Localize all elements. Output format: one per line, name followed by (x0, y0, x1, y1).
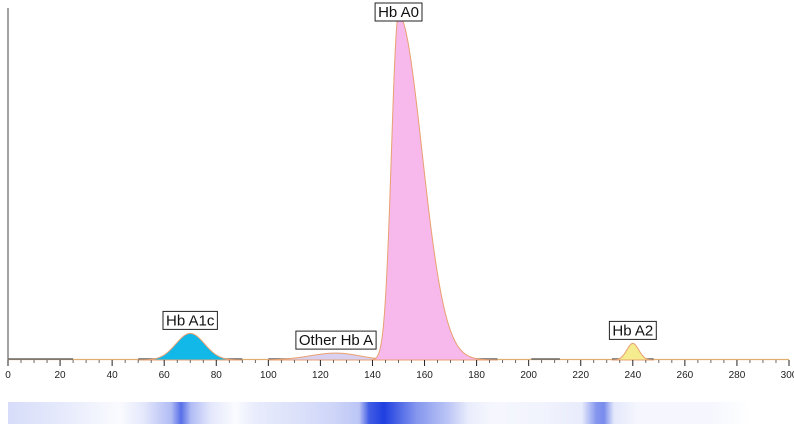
x-tick-label: 200 (520, 370, 537, 381)
x-tick-label: 140 (364, 370, 381, 381)
x-tick-label: 80 (211, 370, 223, 381)
peak-area (611, 342, 655, 361)
peak-label: Hb A1c (166, 312, 215, 329)
x-tick-label: 40 (107, 370, 119, 381)
x-tick-label: 20 (55, 370, 67, 381)
peak-label-group: Hb A0 (374, 2, 423, 22)
x-tick-label: 280 (729, 370, 746, 381)
peak-label-box (608, 320, 657, 340)
x-tick-label: 60 (159, 370, 171, 381)
peak-label: Hb A2 (612, 322, 653, 339)
peak-area (359, 14, 498, 361)
separation-band (8, 402, 750, 424)
x-tick-label: 240 (624, 370, 641, 381)
x-tick-label: 260 (677, 370, 694, 381)
x-tick-label: 300 (781, 370, 794, 381)
x-tick-label: 100 (260, 370, 277, 381)
peak-label-box (374, 2, 423, 22)
peak-area (137, 332, 243, 361)
x-tick-label: 160 (416, 370, 433, 381)
peak-label-group: Hb A2 (608, 320, 657, 340)
plot-area: Hb A1c Other Hb A Hb A0 Hb A2 0 20 40 60 80 100 12… (5, 2, 794, 424)
x-tick-label: 220 (572, 370, 589, 381)
peak-label-box (162, 310, 218, 330)
peak-label: Other Hb A (299, 332, 373, 349)
x-tick-label: 180 (468, 370, 485, 381)
x-tick-label: 120 (312, 370, 329, 381)
peak-area (267, 352, 386, 361)
peak-label-group: Hb A1c (162, 310, 218, 330)
x-tick-label: 0 (5, 370, 11, 381)
peak-label-group: Other Hb A (295, 330, 377, 350)
peak-label: Hb A0 (378, 4, 419, 21)
peak-label-box (295, 330, 377, 350)
